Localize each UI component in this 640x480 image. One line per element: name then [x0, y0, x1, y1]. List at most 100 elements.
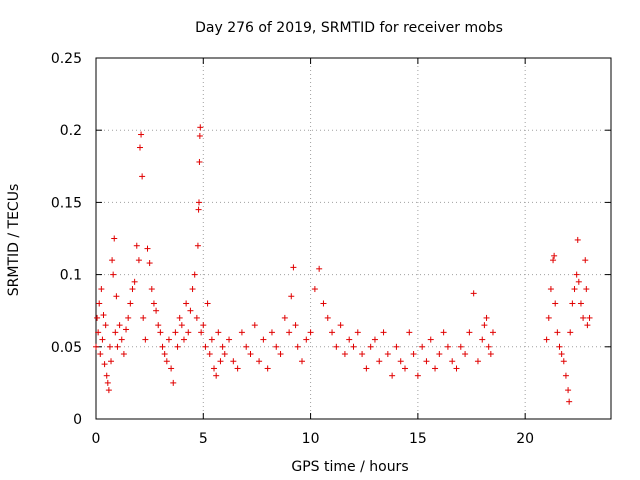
- data-point: [479, 336, 486, 343]
- data-point: [217, 358, 224, 365]
- data-point: [101, 361, 108, 368]
- data-point: [131, 278, 138, 285]
- data-point: [545, 314, 552, 321]
- data-point: [483, 314, 490, 321]
- data-point: [554, 329, 561, 336]
- data-point: [180, 336, 187, 343]
- data-point: [102, 322, 109, 329]
- y-tick-label: 0.05: [51, 340, 82, 356]
- data-point: [311, 286, 318, 293]
- data-point: [109, 257, 116, 264]
- data-point: [427, 336, 434, 343]
- data-point: [178, 322, 185, 329]
- data-point: [238, 329, 245, 336]
- data-point: [100, 312, 107, 319]
- data-point: [193, 314, 200, 321]
- data-point: [329, 329, 336, 336]
- data-point: [129, 286, 136, 293]
- data-point: [575, 278, 582, 285]
- data-point: [288, 293, 295, 300]
- x-tick-label: 20: [516, 431, 534, 447]
- x-tick-label: 15: [409, 431, 427, 447]
- data-point: [566, 398, 573, 405]
- data-point: [202, 343, 209, 350]
- data-point: [547, 286, 554, 293]
- data-point: [113, 293, 120, 300]
- data-point: [99, 336, 106, 343]
- data-point: [290, 264, 297, 271]
- data-point: [108, 358, 115, 365]
- data-point: [157, 329, 164, 336]
- data-point: [376, 358, 383, 365]
- data-point: [346, 336, 353, 343]
- data-point: [562, 372, 569, 379]
- data-point: [481, 322, 488, 329]
- data-point: [106, 343, 113, 350]
- data-point: [139, 173, 146, 180]
- data-point: [226, 336, 233, 343]
- data-point: [206, 351, 213, 358]
- data-point: [286, 329, 293, 336]
- data-point: [105, 387, 112, 394]
- data-point: [406, 329, 413, 336]
- data-point: [580, 314, 587, 321]
- data-point: [281, 314, 288, 321]
- data-point: [165, 336, 172, 343]
- data-point: [197, 124, 204, 131]
- data-point: [144, 245, 151, 252]
- data-point: [116, 322, 123, 329]
- data-point: [146, 260, 153, 267]
- x-axis: 0 5 10 15 20: [92, 58, 534, 447]
- data-point: [168, 365, 175, 372]
- data-point: [97, 351, 104, 358]
- data-point: [98, 286, 105, 293]
- data-point: [170, 379, 177, 386]
- data-point: [208, 336, 215, 343]
- data-point: [247, 351, 254, 358]
- data-point: [172, 329, 179, 336]
- data-point: [299, 358, 305, 365]
- data-point: [215, 329, 222, 336]
- data-point: [251, 322, 258, 329]
- data-point: [148, 286, 155, 293]
- data-point: [195, 206, 202, 213]
- data-point: [112, 329, 119, 336]
- data-point: [196, 158, 203, 165]
- data-point: [196, 199, 202, 206]
- data-point: [194, 242, 201, 249]
- data-point: [397, 358, 404, 365]
- data-point: [133, 242, 140, 249]
- data-point: [103, 372, 110, 379]
- data-point: [341, 351, 348, 358]
- x-tick-label: 0: [92, 431, 101, 447]
- plot-frame: [95, 57, 612, 420]
- data-point: [260, 336, 267, 343]
- data-point: [470, 290, 477, 297]
- data-point: [155, 322, 162, 329]
- data-point: [174, 343, 181, 350]
- data-point: [402, 365, 408, 372]
- data-point: [219, 343, 226, 350]
- data-point: [159, 343, 166, 350]
- data-point: [552, 300, 559, 307]
- data-point: [138, 131, 145, 138]
- data-point: [558, 351, 565, 358]
- data-point: [118, 336, 125, 343]
- data-point: [410, 351, 417, 358]
- data-point: [462, 351, 469, 358]
- data-point: [487, 351, 494, 358]
- data-point: [414, 372, 421, 379]
- data-point: [135, 257, 142, 264]
- data-point: [556, 343, 563, 350]
- x-tick-label: 10: [302, 431, 320, 447]
- data-point: [111, 235, 118, 242]
- data-point: [176, 314, 183, 321]
- data-point: [574, 236, 581, 243]
- data-point: [384, 351, 391, 358]
- x-axis-label: GPS time / hours: [291, 459, 408, 475]
- chart-title: Day 276 of 2019, SRMTID for receiver mob…: [195, 20, 503, 36]
- data-point: [200, 322, 207, 329]
- data-point: [489, 329, 496, 336]
- data-point: [324, 314, 331, 321]
- data-point: [363, 365, 370, 372]
